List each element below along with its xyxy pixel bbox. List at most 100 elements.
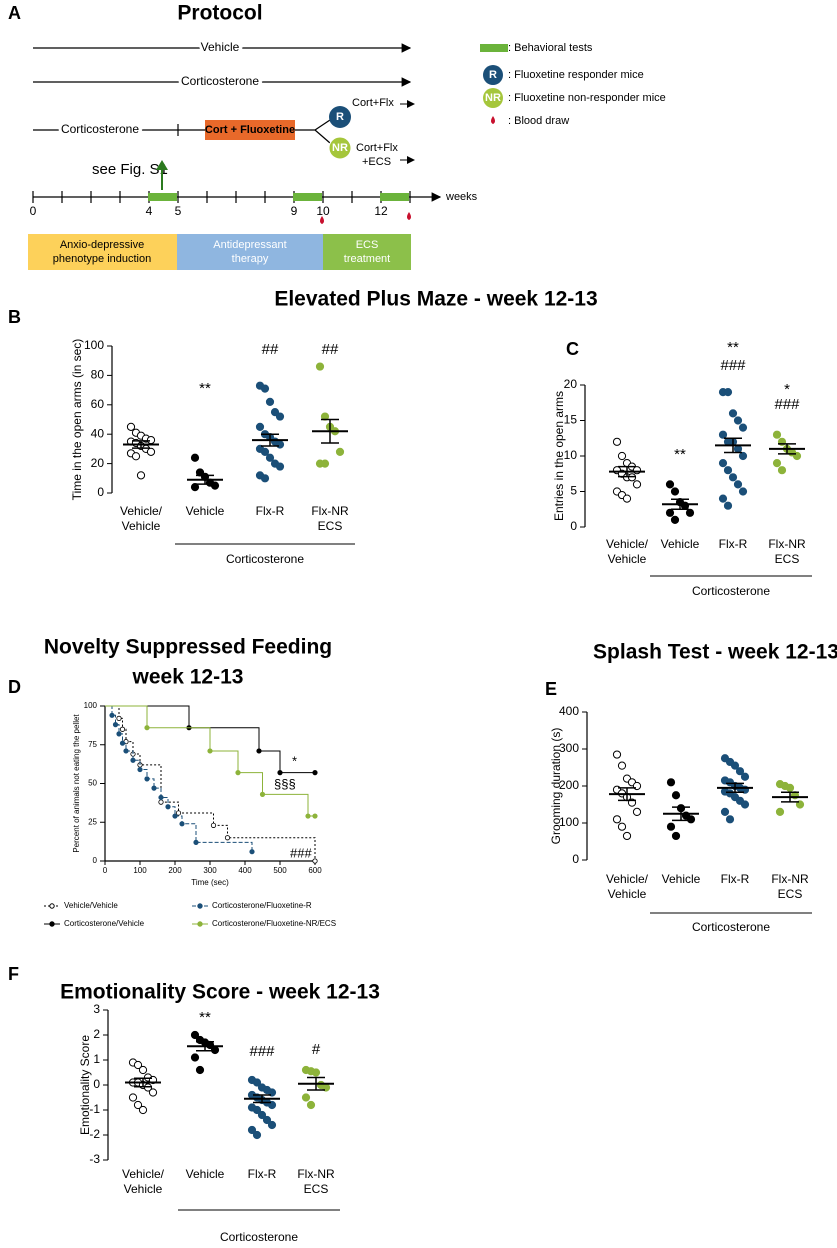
- legend-label: : Behavioral tests: [508, 42, 593, 54]
- data-point: [190, 483, 200, 492]
- data-point: [138, 1105, 148, 1115]
- data-point: [138, 1065, 148, 1075]
- y-tick-label: 40: [91, 426, 105, 440]
- event-marker: [175, 810, 182, 816]
- y-axis-label: Emotionality Score: [78, 1035, 92, 1135]
- behavior-bar: [380, 193, 409, 201]
- y-tick-label: -1: [89, 1102, 100, 1116]
- group-label: Corticosterone: [692, 584, 770, 598]
- phase-box: [177, 234, 323, 270]
- data-point: [617, 761, 627, 770]
- y-axis-label: Time in the open arms (in sec): [70, 339, 84, 501]
- data-point: [720, 807, 730, 817]
- note: see Fig. S1: [92, 161, 168, 178]
- week-label: 5: [175, 204, 182, 218]
- non-responder-icon: [328, 136, 352, 160]
- data-point: [265, 453, 275, 462]
- data-point: [262, 1115, 272, 1125]
- event-marker: [312, 770, 318, 776]
- week-label: 9: [291, 204, 298, 218]
- phase-label: phenotype induction: [53, 253, 151, 265]
- group-label: Corticosterone: [226, 552, 304, 566]
- x-tick-label: Flx-R: [256, 504, 285, 518]
- y-tick-label: 200: [559, 778, 579, 792]
- data-point: [146, 447, 156, 456]
- data-point: [210, 481, 220, 490]
- x-tick-label: Flx-NR: [768, 537, 806, 551]
- data-point: [265, 397, 275, 406]
- data-point: [257, 1110, 267, 1120]
- x-tick-label: ECS: [775, 552, 800, 566]
- significance: **: [674, 446, 686, 463]
- y-tick-label: 3: [93, 1002, 100, 1016]
- event-marker: [123, 748, 129, 754]
- significance: *: [784, 381, 790, 398]
- data-point: [686, 815, 696, 824]
- event-marker: [165, 804, 171, 810]
- data-point: [255, 422, 265, 431]
- data-point: [320, 459, 330, 468]
- event-marker: [179, 821, 185, 827]
- group-label: Corticosterone: [692, 920, 770, 934]
- x-tick-label: Vehicle: [661, 537, 700, 551]
- phase-label: Antidepressant: [213, 239, 286, 251]
- significance: ###: [720, 357, 746, 374]
- data-point: [260, 474, 270, 483]
- treatment-label: Cort + Fluoxetine: [205, 124, 295, 136]
- blood-drop: [407, 212, 411, 220]
- event-marker: [130, 757, 136, 763]
- data-point: [730, 761, 740, 770]
- y-axis-label: Percent of animals not eating the pellet: [72, 714, 81, 853]
- x-tick-label: Vehicle: [608, 552, 647, 566]
- x-tick-label: 300: [203, 866, 217, 875]
- data-point: [190, 1053, 200, 1062]
- event-marker: [116, 731, 122, 737]
- y-tick-label: 25: [88, 817, 97, 826]
- data-point: [718, 459, 728, 468]
- panel-label: C: [566, 339, 579, 359]
- x-tick-label: ECS: [778, 887, 803, 901]
- event-marker: [144, 776, 150, 782]
- y-tick-label: 0: [572, 852, 579, 866]
- y-tick-label: 20: [91, 456, 105, 470]
- data-point: [306, 1100, 316, 1110]
- significance: **: [199, 380, 211, 397]
- event-marker: [112, 721, 119, 728]
- data-point: [740, 772, 750, 781]
- event-marker: [224, 835, 231, 841]
- legend-marker: [49, 903, 55, 909]
- data-point: [725, 815, 735, 824]
- data-point: [260, 384, 270, 393]
- data-point: [738, 451, 748, 461]
- chart-title: Elevated Plus Maze - week 12-13: [274, 288, 597, 311]
- week-label: 10: [316, 204, 330, 218]
- icon-label: NR: [332, 142, 348, 154]
- event-marker: [259, 791, 266, 797]
- line-label: Vehicle: [201, 40, 240, 54]
- data-point: [740, 800, 750, 809]
- x-tick-label: Vehicle: [186, 504, 225, 518]
- data-point: [738, 423, 748, 432]
- y-tick-label: 100: [84, 701, 98, 710]
- data-point: [275, 412, 285, 421]
- panel-label: E: [545, 679, 557, 699]
- data-point: [612, 750, 622, 759]
- data-point: [685, 508, 695, 517]
- legend-label: : Blood draw: [508, 115, 569, 127]
- significance: **: [199, 1009, 211, 1026]
- data-point: [252, 1130, 262, 1140]
- data-point: [275, 462, 285, 471]
- x-tick-label: Vehicle: [608, 887, 647, 901]
- data-point: [128, 1093, 138, 1102]
- data-point: [335, 447, 345, 456]
- responder-icon: [329, 106, 351, 128]
- legend-label: : Fluoxetine non-responder mice: [508, 92, 666, 104]
- event-marker: [249, 849, 255, 855]
- line-label: Corticosterone: [61, 122, 139, 136]
- data-point: [738, 487, 748, 496]
- event-marker: [305, 813, 311, 819]
- data-point: [777, 466, 787, 475]
- legend-marker: [49, 921, 55, 927]
- y-tick-label: 75: [88, 740, 97, 749]
